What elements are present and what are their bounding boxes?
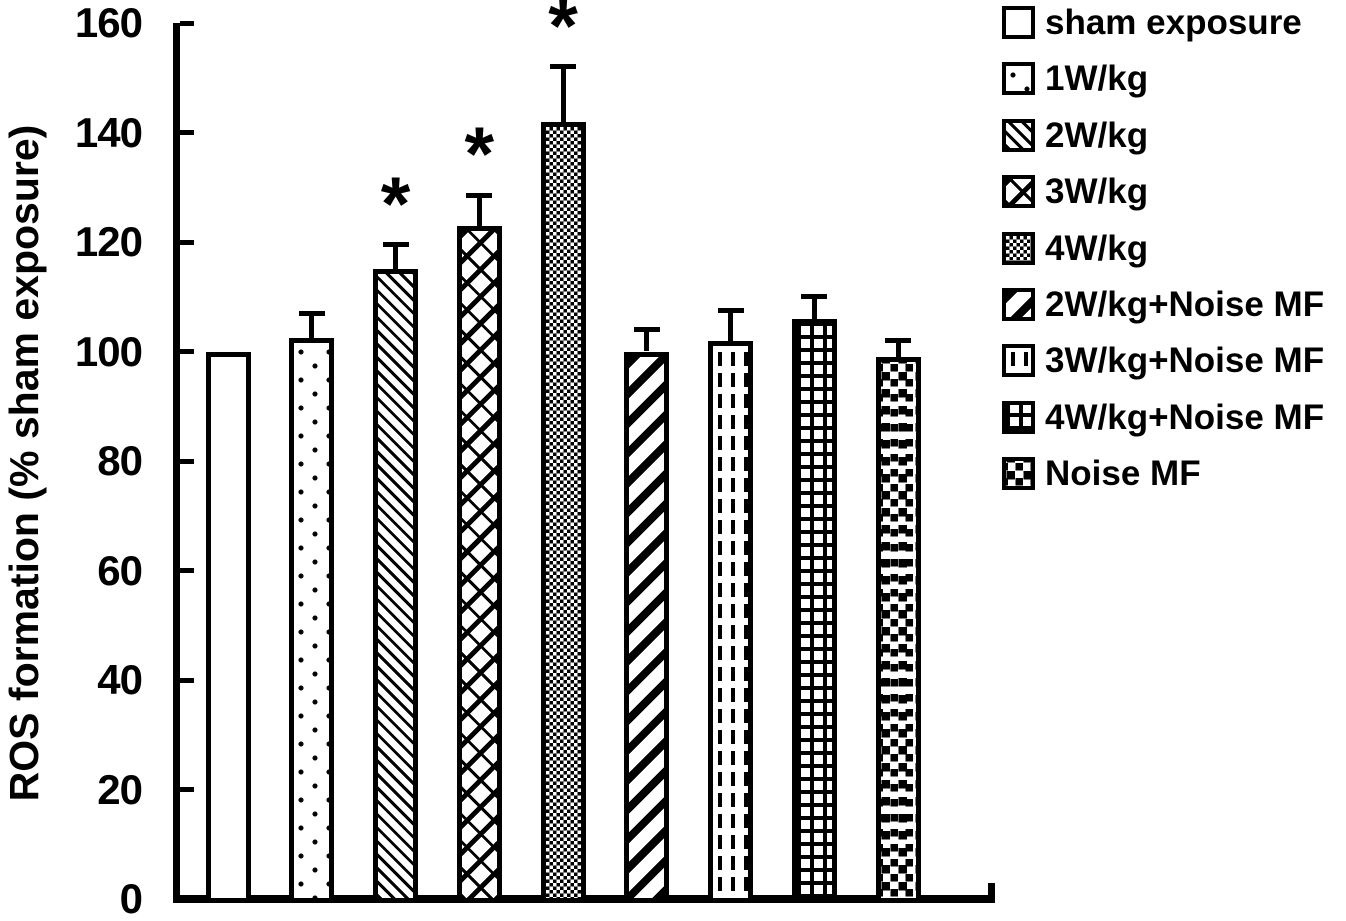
legend-item-random: Noise MF — [1002, 454, 1201, 494]
vertical-dash-swatch — [1002, 344, 1035, 378]
bar-4w-kg — [540, 121, 586, 903]
y-tick-label: 120 — [74, 218, 143, 265]
y-tick-label: 60 — [97, 546, 143, 594]
open-square-swatch — [1002, 6, 1035, 39]
legend-label: 2W/kg — [1045, 115, 1149, 155]
error-bar-stem — [393, 244, 398, 270]
y-tick — [180, 677, 194, 683]
legend-label: 2W/kg+Noise MF — [1045, 285, 1325, 324]
error-bar-cap — [717, 307, 744, 313]
y-tick-label: 0 — [119, 875, 143, 921]
shingle-hatch-swatch — [1002, 175, 1035, 209]
y-tick-label: 100 — [74, 327, 143, 375]
significance-asterisk: * — [464, 112, 495, 198]
bar-2w-kg-noise-mf — [624, 351, 670, 903]
forward-hatch-swatch — [1002, 288, 1035, 321]
legend-label: 4W/kg — [1045, 228, 1149, 268]
x-axis-end-tick — [988, 883, 995, 903]
y-axis-line — [173, 23, 180, 903]
grid-swatch — [1002, 400, 1035, 434]
error-bar-stem — [309, 313, 315, 338]
backslash-hatch-swatch — [1002, 118, 1035, 152]
legend-item-grid: 4W/kg+Noise MF — [1002, 397, 1325, 437]
y-tick-label: 20 — [97, 765, 143, 813]
legend-item-dots: 1W/kg — [1002, 59, 1149, 99]
legend-label: 3W/kg — [1045, 172, 1149, 212]
bar-3w-kg-noise-mf — [708, 340, 753, 903]
legend-item-checker: 4W/kg — [1002, 228, 1149, 268]
significance-asterisk: * — [380, 161, 411, 247]
legend-item-hatch-back: 2W/kg — [1002, 115, 1149, 155]
fine-checker-swatch — [1002, 231, 1035, 265]
error-bar-stem — [644, 329, 650, 352]
y-tick — [180, 130, 194, 135]
y-tick-label: 160 — [74, 0, 143, 46]
error-bar-cap — [885, 338, 911, 344]
y-tick-label: 80 — [97, 437, 143, 484]
random-squares-swatch — [1002, 457, 1035, 491]
bar-4w-kg-noise-mf — [791, 318, 837, 903]
y-tick — [180, 787, 194, 792]
y-tick — [180, 458, 194, 464]
error-bar-cap — [298, 310, 325, 316]
bar-noise-mf — [875, 356, 921, 903]
dotted-swatch — [1002, 62, 1035, 96]
bar-2w-kg — [373, 269, 418, 903]
legend-label: 4W/kg+Noise MF — [1045, 397, 1325, 437]
y-tick-label: 40 — [97, 656, 143, 703]
legend-label: Noise MF — [1045, 454, 1201, 494]
legend-item-dash-vert: 3W/kg+Noise MF — [1002, 341, 1325, 381]
bar-1w-kg — [289, 337, 335, 903]
y-tick — [180, 568, 194, 573]
legend-label: sham exposure — [1045, 3, 1302, 42]
error-bar-cap — [550, 64, 576, 70]
bar-3w-kg — [456, 225, 502, 903]
error-bar-stem — [811, 296, 817, 319]
error-bar-cap — [633, 327, 660, 333]
error-bar-cap — [801, 294, 828, 300]
legend-label: 1W/kg — [1045, 59, 1149, 99]
y-tick — [180, 239, 194, 245]
error-bar-stem — [560, 66, 566, 122]
y-tick — [180, 349, 194, 354]
bar-sham-exposure — [205, 351, 251, 903]
error-bar-cap — [382, 242, 409, 248]
error-bar-stem — [728, 310, 733, 341]
legend-item-hatch-fwd: 2W/kg+Noise MF — [1002, 285, 1325, 324]
legend-label: 3W/kg+Noise MF — [1045, 341, 1325, 381]
legend-item-shingle: 3W/kg — [1002, 172, 1149, 212]
error-bar-cap — [466, 192, 493, 198]
error-bar-stem — [476, 195, 482, 226]
error-bar-stem — [895, 340, 901, 357]
y-tick — [180, 20, 194, 26]
significance-asterisk: * — [548, 0, 578, 69]
y-tick-label: 140 — [74, 108, 143, 156]
legend-item-plain: sham exposure — [1002, 3, 1302, 42]
